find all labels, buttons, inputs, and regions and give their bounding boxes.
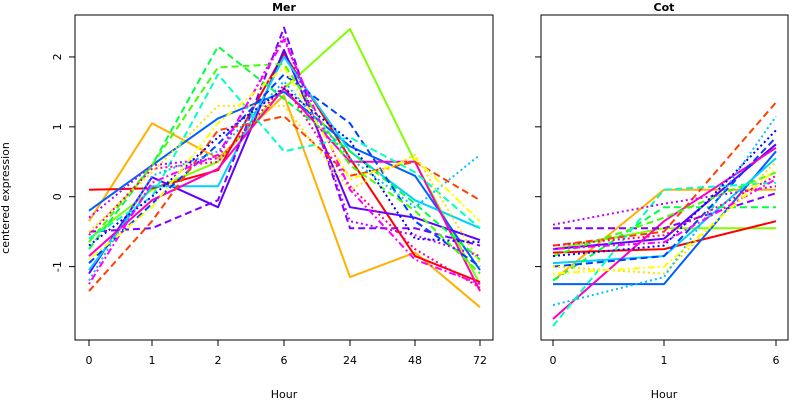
mer-series-line-6 (88, 55, 481, 271)
panel-cot-axes: 0 1 6 (535, 56, 780, 367)
panel-mer-title: Mer (272, 1, 296, 14)
panel-cot: Cot Hour 0 1 6 (535, 1, 789, 400)
mer-x-tick-label: 72 (473, 354, 487, 367)
cot-x-tick-label: 1 (661, 354, 668, 367)
panel-cot-series (552, 101, 777, 327)
mer-series-line-17 (88, 83, 481, 289)
mer-y-tick-label: -1 (51, 261, 64, 272)
cot-series-line-15 (552, 115, 777, 307)
cot-series-line-20 (552, 168, 777, 275)
mer-series-line-3 (88, 52, 481, 283)
cot-series-line-10 (552, 136, 777, 268)
mer-series-line-13 (88, 73, 481, 240)
cot-series-line-11 (552, 101, 777, 247)
y-axis-label: centered expression (0, 142, 12, 254)
cot-series-line-13 (552, 181, 777, 327)
panel-mer-x-axis-label: Hour (271, 388, 298, 400)
cot-series-line-18 (552, 129, 777, 258)
mer-series-line-15 (88, 80, 481, 282)
panel-cot-x-axis-label: Hour (651, 388, 678, 400)
mer-series-line-11 (88, 115, 481, 292)
mer-series-line-1 (88, 94, 481, 308)
mer-series-line-19 (88, 38, 481, 286)
mer-x-tick-label: 24 (343, 354, 357, 367)
mer-series-line-16 (88, 35, 481, 258)
mer-x-tick-label: 48 (408, 354, 422, 367)
cot-x-tick-label: 0 (550, 354, 557, 367)
cot-x-tick-label: 6 (773, 354, 780, 367)
mer-y-tick-label: 0 (51, 193, 64, 200)
panel-mer-axes: 0 1 2 6 24 48 72 -1 0 1 2 (51, 53, 487, 367)
mer-series-line-18 (88, 87, 481, 247)
cot-series-line-3 (552, 220, 777, 254)
cot-series-line-9 (552, 206, 776, 282)
cot-series-line-14 (552, 161, 777, 275)
mer-x-tick-label: 2 (215, 354, 222, 367)
cot-series-line-8 (553, 192, 777, 230)
cot-series-line-7 (552, 146, 777, 320)
mer-y-tick-label: 2 (51, 53, 64, 60)
mer-series-line-4 (88, 90, 481, 271)
cot-series-line-12 (552, 171, 777, 258)
mer-y-tick-label: 1 (51, 123, 64, 130)
mer-x-tick-label: 6 (281, 354, 288, 367)
panel-cot-frame (540, 14, 789, 341)
mer-series-line-20 (88, 66, 481, 261)
cot-series-line-17 (552, 174, 777, 247)
panel-cot-title: Cot (654, 1, 675, 14)
panel-mer-series (88, 26, 481, 308)
mer-x-tick-label: 1 (149, 354, 156, 367)
panel-mer-frame (74, 14, 494, 341)
mer-series-line-14 (88, 104, 481, 264)
mer-series-line-8 (88, 26, 481, 247)
mer-x-tick-label: 0 (86, 354, 93, 367)
panel-mer: Mer Hour 0 1 2 6 24 48 72 -1 0 1 2 (51, 1, 494, 400)
